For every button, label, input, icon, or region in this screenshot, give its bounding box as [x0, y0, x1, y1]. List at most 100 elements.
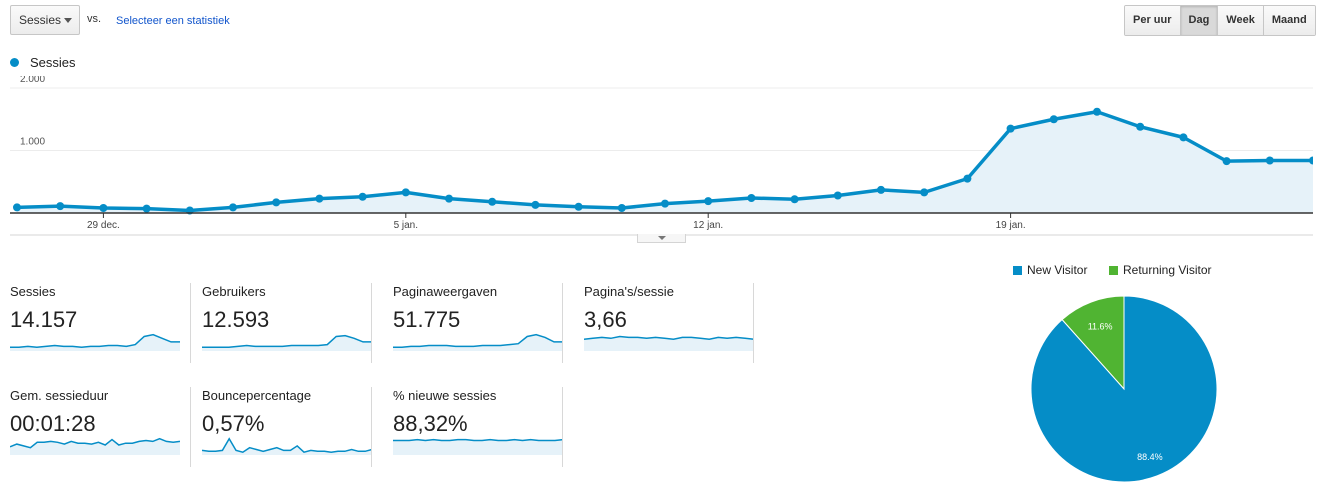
metric-sparkline — [393, 333, 563, 351]
metric-label: Pagina's/sessie — [584, 284, 674, 299]
metric-sparkline — [393, 438, 563, 455]
metric-select[interactable]: Sessies — [10, 5, 80, 35]
metric-value: 88,32% — [393, 411, 468, 436]
metric-value: 0,57% — [202, 411, 265, 436]
sparkline-line — [202, 437, 372, 454]
x-tick-label: 19 jan. — [996, 220, 1026, 231]
sparkline-area — [393, 439, 563, 455]
data-point — [617, 204, 626, 212]
metric-sparkline — [584, 335, 754, 351]
visitor-type-pie-chart[interactable]: 11.6% 88.4% — [1029, 294, 1219, 484]
metric-value: 14.157 — [10, 307, 78, 332]
chart-expand-toggle[interactable] — [637, 234, 686, 243]
data-point — [877, 185, 885, 194]
sparkline-area — [10, 334, 180, 351]
metric-tile[interactable]: Gem. sessieduur 00:01:28 — [10, 387, 190, 475]
data-point — [963, 174, 972, 183]
data-point — [401, 188, 410, 197]
sparkline-line — [584, 335, 754, 340]
metric-tile[interactable]: % nieuwe sessies 88,32% — [382, 387, 563, 475]
data-point — [920, 188, 929, 197]
x-tick-label: 5 jan. — [394, 220, 418, 231]
metric-value: 00:01:28 — [10, 411, 96, 436]
pie-slice-label: 88.4% — [1137, 452, 1163, 462]
data-point — [1049, 115, 1058, 124]
metric-value: 12.593 — [202, 307, 270, 332]
week-button[interactable]: Week — [1217, 6, 1263, 35]
pie-slice-label: 11.6% — [1088, 321, 1113, 331]
metric-label: Gem. sessieduur — [10, 388, 109, 403]
sessions-line-chart[interactable]: 2.000 1.000 29 dec. 5 jan. 12 jan. 19 jan. — [10, 76, 1313, 236]
day-button[interactable]: Dag — [1179, 6, 1218, 35]
metric-tile[interactable]: Paginaweergaven 51.775 — [382, 283, 563, 371]
data-point — [1136, 122, 1145, 131]
per-hour-button[interactable]: Per uur — [1125, 6, 1180, 35]
metric-value: 3,66 — [584, 307, 627, 332]
metric-tile[interactable]: Bouncepercentage 0,57% — [191, 387, 372, 475]
data-point — [56, 202, 65, 211]
period-toggle-group: Per uur Dag Week Maand — [1124, 5, 1316, 36]
x-tick-label: 12 jan. — [693, 220, 723, 231]
x-tick-label: 29 dec. — [87, 220, 120, 231]
sparkline-area — [202, 438, 372, 455]
metric-divider — [190, 283, 191, 363]
data-point — [704, 197, 713, 206]
pie-legend-label: Returning Visitor — [1123, 263, 1212, 277]
sparkline-area — [202, 335, 372, 351]
data-point — [315, 194, 324, 203]
sparkline-area — [393, 334, 563, 351]
metric-sparkline — [10, 437, 180, 455]
metric-tile[interactable]: Gebruikers 12.593 — [191, 283, 372, 371]
data-point — [99, 204, 108, 212]
sparkline-area — [584, 336, 754, 351]
legend-marker — [10, 58, 19, 67]
metric-sparkline — [202, 437, 372, 455]
sparkline-line — [10, 437, 180, 449]
metric-value: 51.775 — [393, 307, 461, 332]
data-point — [531, 200, 540, 209]
pie-legend-new-visitor[interactable]: New Visitor — [1013, 263, 1087, 277]
pie-legend-returning-visitor[interactable]: Returning Visitor — [1109, 263, 1212, 277]
data-point — [790, 195, 799, 204]
data-point — [747, 194, 756, 202]
data-point — [13, 203, 21, 212]
y-tick-label: 2.000 — [20, 76, 45, 85]
metric-label: Sessies — [10, 284, 56, 299]
sparkline-line — [10, 333, 180, 349]
metric-divider — [562, 283, 563, 363]
data-point — [1309, 156, 1313, 165]
data-point — [358, 192, 367, 201]
metric-label: Paginaweergaven — [393, 284, 498, 299]
vs-label: vs. — [87, 13, 102, 25]
sparkline-area — [10, 438, 180, 455]
data-point — [574, 202, 583, 211]
data-point — [1093, 107, 1101, 116]
metric-tile[interactable]: Sessies 14.157 — [10, 283, 190, 371]
metric-label: Bouncepercentage — [202, 388, 312, 403]
sparkline-line — [393, 333, 563, 349]
data-point — [1222, 157, 1231, 166]
series-area — [17, 111, 1313, 213]
data-point — [445, 194, 453, 203]
chevron-down-icon — [64, 18, 72, 23]
metric-label: Gebruikers — [202, 284, 266, 299]
y-tick-label: 1.000 — [20, 137, 45, 148]
compare-metric-link[interactable]: Selecteer een statistiek — [116, 15, 230, 27]
pie-slice — [1030, 295, 1218, 483]
month-button[interactable]: Maand — [1262, 6, 1315, 35]
data-point — [272, 198, 281, 207]
caret-down-icon — [658, 236, 666, 240]
legend-label[interactable]: Sessies — [30, 55, 76, 70]
metric-label: % nieuwe sessies — [393, 388, 497, 403]
metric-divider — [371, 283, 372, 363]
metric-divider — [562, 387, 563, 467]
metric-divider — [753, 283, 754, 363]
data-point — [1006, 124, 1015, 133]
data-point — [661, 199, 669, 208]
pie-slice — [1061, 295, 1125, 391]
metric-divider — [371, 387, 372, 467]
sparkline-line — [393, 438, 563, 442]
sparkline-line — [202, 334, 372, 349]
metric-tile[interactable]: Pagina's/sessie 3,66 — [573, 283, 754, 371]
data-point — [229, 203, 237, 212]
